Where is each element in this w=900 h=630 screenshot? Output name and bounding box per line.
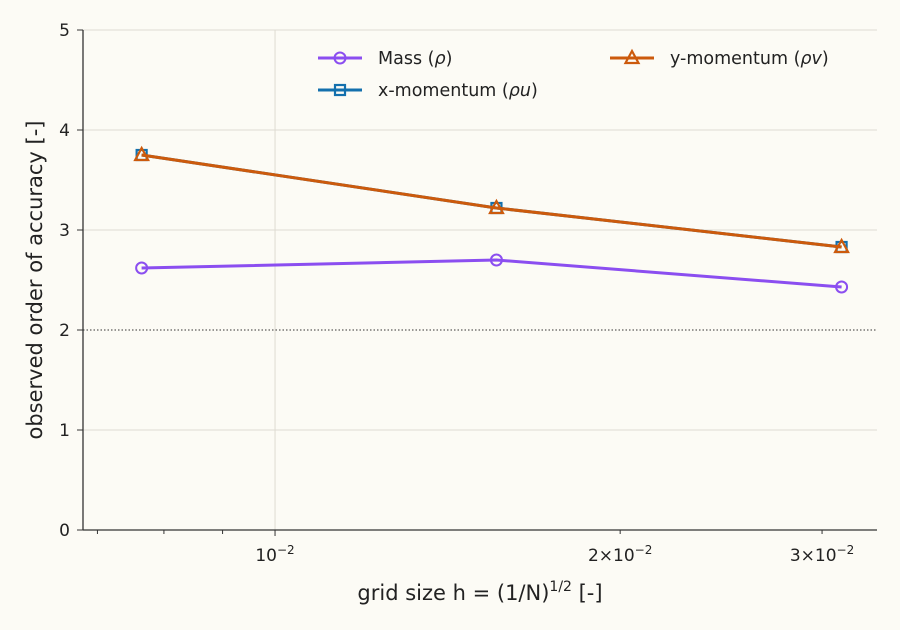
- y-tick-label: 2: [59, 321, 70, 341]
- y-tick-label: 5: [59, 21, 70, 41]
- legend-marker: [333, 83, 347, 97]
- data-point-mass: [835, 280, 849, 294]
- y-tick-label: 4: [59, 121, 70, 141]
- data-point-y-momentum: [133, 145, 150, 162]
- data-point-y-momentum: [488, 198, 505, 215]
- series: [133, 145, 850, 294]
- tick-labels: 0 1 2 3 4 5 10−2 2×10−2 3×10−2: [59, 21, 854, 566]
- series-line-x-momentum: [141, 153, 842, 249]
- legend: Mass (ρ) x-momentum (ρu) y-momentum (ρv): [318, 48, 829, 101]
- legend-marker: [623, 48, 641, 65]
- legend-label: Mass (ρ): [378, 49, 452, 69]
- legend-item-y-momentum: y-momentum (ρv): [610, 48, 829, 69]
- data-point-y-momentum: [833, 237, 850, 254]
- legend-item-x-momentum: x-momentum (ρu): [318, 81, 538, 101]
- y-tick-label: 3: [59, 221, 70, 241]
- legend-marker: [333, 51, 347, 65]
- data-point-mass: [489, 253, 503, 267]
- series-line-mass: [141, 258, 842, 289]
- data-point-mass: [135, 261, 149, 275]
- x-tick-label: 3×10−2: [790, 543, 854, 566]
- x-axis-label: grid size h = (1/N)1/2 [-]: [357, 579, 602, 605]
- axes: [77, 29, 877, 536]
- legend-item-mass: Mass (ρ): [318, 49, 452, 69]
- x-tick-label: 2×10−2: [588, 543, 652, 566]
- series-mass: [135, 253, 849, 294]
- y-axis-label: observed order of accuracy [-]: [23, 121, 47, 440]
- series-y-momentum: [133, 145, 850, 254]
- legend-label: x-momentum (ρu): [378, 81, 538, 101]
- grid: [83, 29, 877, 530]
- x-tick-label: 10−2: [255, 543, 294, 566]
- y-tick-label: 1: [59, 421, 70, 441]
- series-line-y-momentum: [141, 153, 842, 249]
- legend-label: y-momentum (ρv): [670, 49, 829, 69]
- y-tick-label: 0: [59, 521, 70, 541]
